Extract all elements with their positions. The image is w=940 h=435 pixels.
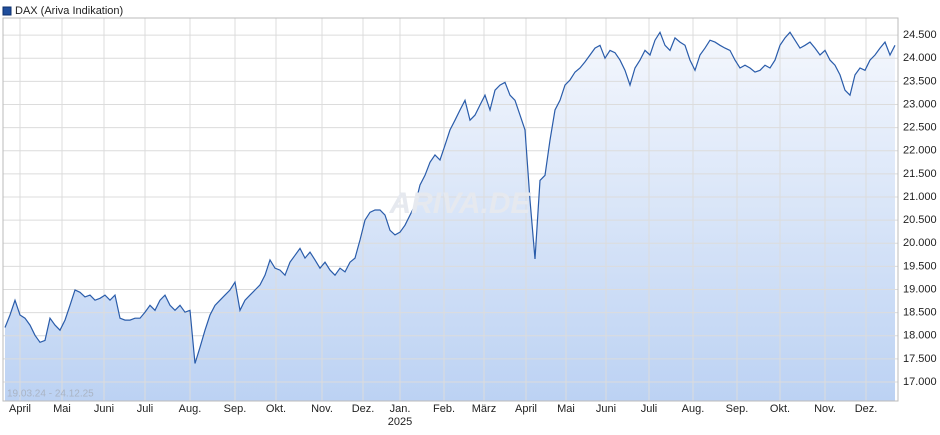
legend-swatch	[2, 6, 12, 16]
y-tick-label: 22.500	[903, 122, 937, 134]
y-tick-label: 18.500	[903, 307, 937, 319]
x-tick-label: Sep.	[726, 403, 749, 415]
x-tick-label: Nov.	[311, 403, 333, 415]
x-tick-label: Sep.	[224, 403, 247, 415]
x-tick-label: Okt.	[266, 403, 286, 415]
area	[5, 32, 895, 402]
x-tick-label: Juni	[94, 403, 114, 415]
y-tick-label: 17.000	[903, 376, 937, 388]
legend-label: DAX (Ariva Indikation)	[15, 5, 123, 17]
y-tick-label: 20.000	[903, 237, 937, 249]
date-range: 19.03.24 - 24.12.25	[7, 389, 94, 400]
x-tick-label: Mai	[557, 403, 575, 415]
x-tick-label: April	[515, 403, 537, 415]
y-tick-label: 22.000	[903, 145, 937, 157]
x-tick-label: Mai	[53, 403, 71, 415]
y-tick-label: 21.500	[903, 168, 937, 180]
x-tick-label: April	[9, 403, 31, 415]
y-tick-label: 24.500	[903, 29, 937, 41]
x-tick-label: Juni	[596, 403, 616, 415]
y-tick-label: 23.000	[903, 98, 937, 110]
x-tick-label: März	[472, 403, 496, 415]
x-tick-label: Juli	[137, 403, 154, 415]
y-tick-label: 24.000	[903, 52, 937, 64]
year-label: 2025	[388, 416, 412, 428]
plot-border	[2, 17, 899, 402]
x-tick-label: Juli	[641, 403, 658, 415]
y-tick-label: 23.500	[903, 75, 937, 87]
x-tick-label: Aug.	[179, 403, 202, 415]
line	[4, 30, 896, 364]
y-tick-label: 17.500	[903, 353, 937, 365]
y-tick-label: 18.000	[903, 330, 937, 342]
y-tick-label: 19.500	[903, 260, 937, 272]
x-tick-label: Okt.	[770, 403, 790, 415]
x-tick-label: Nov.	[814, 403, 836, 415]
watermark: ARIVA.DE	[388, 187, 531, 220]
y-tick-label: 21.000	[903, 191, 937, 203]
x-tick-label: Dez.	[855, 403, 878, 415]
x-tick-label: Aug.	[682, 403, 705, 415]
x-tick-label: Dez.	[352, 403, 375, 415]
x-tick-label: Jan.	[390, 403, 411, 415]
x-tick-label: Feb.	[433, 403, 455, 415]
y-tick-label: 20.500	[903, 214, 937, 226]
y-tick-label: 19.000	[903, 283, 937, 295]
